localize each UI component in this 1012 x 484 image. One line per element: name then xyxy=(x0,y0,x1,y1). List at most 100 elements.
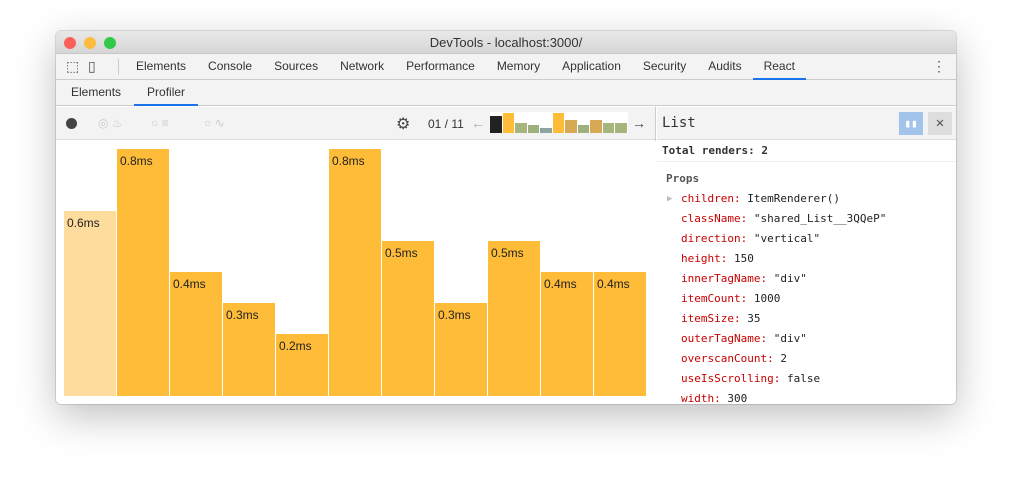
tab-network[interactable]: Network xyxy=(340,58,385,73)
bar-label: 0.3ms xyxy=(438,308,471,322)
render-bar[interactable]: 0.3ms xyxy=(223,303,275,396)
details-header: List ▮▮ ✕ xyxy=(657,107,956,140)
divider xyxy=(118,58,119,75)
bar-label: 0.8ms xyxy=(332,154,365,168)
render-bar[interactable]: 0.8ms xyxy=(329,149,381,396)
commit-selector[interactable] xyxy=(490,112,628,133)
prop-row: overscanCount: 2 xyxy=(657,349,956,369)
prop-key: width: xyxy=(681,392,721,404)
tab-performance[interactable]: Performance xyxy=(406,58,475,73)
prop-key: height: xyxy=(681,252,728,265)
render-bar[interactable]: 0.4ms xyxy=(594,272,646,396)
render-bar[interactable]: 0.5ms xyxy=(488,241,540,396)
subtab-profiler[interactable]: Profiler xyxy=(134,80,199,106)
props-heading: Props xyxy=(666,172,700,185)
next-commit-arrow-icon[interactable]: → xyxy=(632,115,646,131)
title-bar: DevTools - localhost:3000/ xyxy=(56,31,956,54)
tab-application[interactable]: Application xyxy=(562,58,621,73)
chart-view-button[interactable]: ▮▮ xyxy=(899,112,923,135)
bar-label: 0.4ms xyxy=(173,277,206,291)
tab-elements[interactable]: Elements xyxy=(136,58,187,73)
tab-memory[interactable]: Memory xyxy=(496,58,541,73)
bar-label: 0.6ms xyxy=(67,216,100,230)
component-name: List xyxy=(662,115,696,131)
render-bar[interactable]: 0.5ms xyxy=(382,241,434,396)
prop-key: direction: xyxy=(681,232,748,245)
ranked-radio[interactable]: ○ ≡ xyxy=(151,116,169,130)
render-bar[interactable]: 0.3ms xyxy=(435,303,487,396)
render-bar[interactable]: 0.4ms xyxy=(541,272,593,396)
prop-key: useIsScrolling: xyxy=(681,372,781,385)
prop-row: height: 150 xyxy=(657,249,956,269)
close-panel-button[interactable]: ✕ xyxy=(928,112,952,135)
prop-row: itemCount: 1000 xyxy=(657,289,956,309)
commit-bar[interactable] xyxy=(490,116,502,133)
window-title: DevTools - localhost:3000/ xyxy=(429,35,583,50)
commit-bar[interactable] xyxy=(565,120,577,133)
tab-security[interactable]: Security xyxy=(642,58,687,73)
commit-bar[interactable] xyxy=(615,123,627,133)
commit-counter: 01 / 11 xyxy=(428,117,464,131)
commit-bar[interactable] xyxy=(540,128,552,133)
prop-row[interactable]: ▶ children: ItemRenderer() xyxy=(657,189,956,209)
profiler-pane: ◎ ♨ ○ ≡ ○ ∿ ⚙ 01 / 11 ← → 0.6ms 0.8ms 0.4m… xyxy=(56,107,656,404)
prop-value: 300 xyxy=(727,392,748,404)
prop-value: 2 xyxy=(780,352,787,365)
prop-row: innerTagName: "div" xyxy=(657,269,956,289)
commit-bar[interactable] xyxy=(515,123,527,133)
expand-triangle-icon[interactable]: ▶ xyxy=(667,194,673,204)
subtab-elements[interactable]: Elements xyxy=(71,85,122,99)
bar-label: 0.8ms xyxy=(120,154,153,168)
more-options-icon[interactable]: ⋮ xyxy=(932,58,946,74)
prop-value: "shared_List__3QQeP" xyxy=(753,212,887,225)
commit-bar[interactable] xyxy=(602,123,614,133)
render-bar[interactable]: 0.4ms xyxy=(170,272,222,396)
tab-console[interactable]: Console xyxy=(208,58,253,73)
prop-row: itemSize: 35 xyxy=(657,309,956,329)
previous-commit-arrow-icon[interactable]: ← xyxy=(471,115,485,131)
tab-react[interactable]: React xyxy=(752,54,806,80)
total-renders: Total renders: 2 xyxy=(657,140,956,162)
settings-gear-icon[interactable]: ⚙ xyxy=(396,116,411,133)
bar-label: 0.5ms xyxy=(385,246,418,260)
commit-bar[interactable] xyxy=(590,120,602,133)
prop-value: "div" xyxy=(773,272,807,285)
prop-row: useIsScrolling: false xyxy=(657,369,956,389)
bar-label: 0.4ms xyxy=(544,277,577,291)
prop-key: outerTagName: xyxy=(681,332,768,345)
commit-bar[interactable] xyxy=(577,125,589,133)
prop-key: overscanCount: xyxy=(681,352,774,365)
flamegraph-radio[interactable]: ◎ ♨ xyxy=(98,116,123,130)
inspect-element-icon[interactable]: ⬚ xyxy=(66,58,80,74)
prop-value: "div" xyxy=(773,332,807,345)
sub-tabs: Elements Profiler xyxy=(56,80,956,106)
device-toolbar-icon[interactable]: ▯ xyxy=(88,58,96,74)
render-bar[interactable]: 0.8ms xyxy=(117,149,169,396)
maximize-window-button[interactable] xyxy=(104,37,116,49)
prop-value: false xyxy=(786,372,821,385)
prop-key: itemCount: xyxy=(681,292,748,305)
tab-audits[interactable]: Audits xyxy=(708,58,742,73)
commit-bar[interactable] xyxy=(552,113,564,133)
tab-sources[interactable]: Sources xyxy=(274,58,319,73)
prop-key: innerTagName: xyxy=(681,272,768,285)
prop-value: 35 xyxy=(747,312,761,325)
bar-label: 0.4ms xyxy=(597,277,630,291)
prop-value: 1000 xyxy=(753,292,781,305)
render-bar[interactable]: 0.6ms xyxy=(64,211,116,396)
commit-bar[interactable] xyxy=(527,125,539,133)
record-button[interactable] xyxy=(66,118,77,129)
prop-row: direction: "vertical" xyxy=(657,229,956,249)
prop-row: className: "shared_List__3QQeP" xyxy=(657,209,956,229)
commit-bar[interactable] xyxy=(502,113,514,133)
prop-row: width: 300 xyxy=(657,389,956,404)
prop-key: itemSize: xyxy=(681,312,741,325)
bar-label: 0.2ms xyxy=(279,339,312,353)
interactions-radio[interactable]: ○ ∿ xyxy=(204,116,225,130)
devtools-window: DevTools - localhost:3000/ ⬚ ▯ Elements C… xyxy=(56,31,956,404)
close-window-button[interactable] xyxy=(64,37,76,49)
prop-key: children: xyxy=(681,192,741,205)
render-bar[interactable]: 0.2ms xyxy=(276,334,328,396)
minimize-window-button[interactable] xyxy=(84,37,96,49)
main-tabs: ⬚ ▯ Elements Console Sources Network Perform… xyxy=(56,54,956,80)
